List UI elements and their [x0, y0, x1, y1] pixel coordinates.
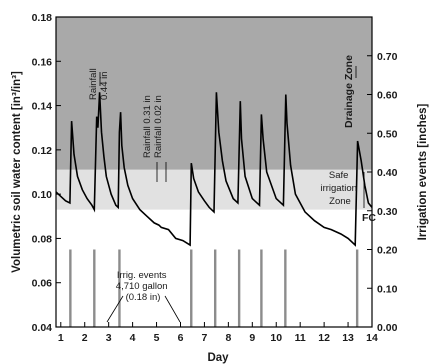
irrigation-arrow-left	[106, 295, 124, 323]
y-left-tick-label: 0.06	[32, 278, 53, 290]
irrigation-bar	[93, 249, 96, 327]
y-left-tick-label: 0.04	[32, 322, 53, 334]
y-left-tick-label: 0.18	[32, 12, 53, 24]
irrigation-bar	[260, 249, 263, 327]
irrigation-bars	[69, 249, 359, 327]
x-tick-label: 10	[270, 332, 282, 344]
x-tick-label: 14	[366, 332, 378, 344]
x-axis: 1 2 3 4 5 6 7 8 9 10 11 12 13 14	[58, 322, 378, 344]
irrigation-events-label: Irrig. events 4,710 gallon (0.18 in)	[116, 270, 170, 303]
x-tick-label: 5	[154, 332, 160, 344]
y-left-tick-label: 0.10	[32, 189, 53, 201]
x-tick-label: 7	[202, 332, 208, 344]
irrigation-bar	[69, 249, 72, 327]
y-right-tick-label: 0.70	[377, 51, 398, 63]
x-tick-label: 1	[58, 332, 64, 344]
irrigation-bar	[190, 249, 193, 327]
irrigation-bar	[355, 249, 359, 327]
drainage-zone	[56, 17, 372, 170]
y-right-tick-label: 0.50	[377, 128, 398, 140]
y-right-tick-label: 0.00	[377, 322, 398, 334]
x-tick-label: 3	[106, 332, 112, 344]
x-tick-label: 13	[342, 332, 354, 344]
y-left-tick-label: 0.08	[32, 233, 53, 245]
y-left-tick-label: 0.12	[32, 145, 53, 157]
x-tick-label: 6	[178, 332, 184, 344]
y-right-tick-label: 0.20	[377, 245, 398, 257]
irrigation-bar	[284, 249, 287, 327]
y-left-tick-label: 0.16	[32, 56, 53, 68]
fc-label: FC	[362, 212, 376, 224]
y-right-tick-label: 0.10	[377, 283, 398, 295]
x-tick-label: 12	[318, 332, 330, 344]
x-tick-label: 4	[130, 332, 136, 344]
y-right-tick-label: 0.60	[377, 90, 398, 102]
soil-water-line	[55, 92, 373, 247]
irrigation-bar	[118, 249, 121, 327]
y-axis-right: 0.00 0.10 0.20 0.30 0.40 0.50 0.60 0.70	[367, 51, 398, 334]
y-axis-right-label: Irrigation events [inches]	[417, 103, 429, 240]
irrigation-arrow-right	[164, 295, 181, 323]
rainfall-top-label: Rainfall 0.44 in	[88, 66, 110, 100]
x-axis-label: Day	[207, 352, 229, 364]
y-right-tick-label: 0.30	[377, 206, 398, 218]
y-right-tick-label: 0.40	[377, 167, 398, 179]
x-tick-label: 9	[249, 332, 255, 344]
drainage-zone-label: Drainage Zone	[343, 55, 355, 128]
rainfall-mid-label: Rainfall 0.31 in Rainfall 0.02 in	[142, 93, 164, 159]
y-left-tick-label: 0.14	[32, 101, 53, 113]
safe-zone-label: Safe irrigation Zone	[320, 170, 359, 207]
irrigation-bar	[237, 249, 241, 327]
x-tick-label: 11	[295, 332, 306, 344]
irrigation-bar	[213, 249, 217, 327]
y-axis-left-label: Volumetric soil water content [in³/in³]	[11, 71, 23, 273]
y-axis-left: 0.04 0.06 0.08 0.10 0.12 0.14 0.16 0.18	[32, 12, 61, 334]
x-tick-label: 8	[225, 332, 231, 344]
x-tick-label: 2	[82, 332, 88, 344]
